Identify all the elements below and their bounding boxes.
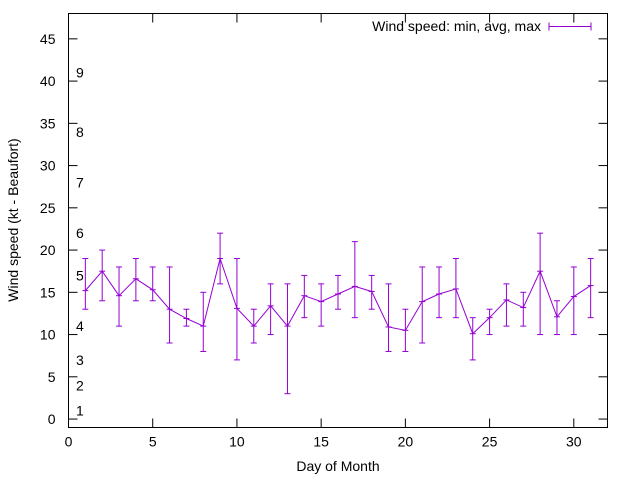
plot-frame: [68, 13, 608, 428]
y-tick-label: 10: [40, 327, 56, 343]
x-tick-label: 15: [313, 434, 329, 450]
x-axis-label: Day of Month: [296, 458, 379, 474]
y-tick-label: 15: [40, 284, 56, 300]
x-tick-label: 30: [566, 434, 582, 450]
beaufort-label: 7: [76, 174, 84, 190]
x-axis-ticks: 0 5 10 15 20 25 30: [65, 13, 582, 450]
beaufort-label: 4: [76, 318, 84, 334]
beaufort-label: 5: [76, 267, 84, 283]
legend: Wind speed: min, avg, max: [372, 18, 592, 34]
x-tick-label: 0: [65, 434, 73, 450]
x-tick-label: 25: [482, 434, 498, 450]
beaufort-label: 8: [76, 124, 84, 140]
series-line: [84, 256, 591, 335]
beaufort-label: 9: [76, 65, 84, 81]
y-tick-label: 5: [48, 369, 56, 385]
y-tick-label: 0: [48, 411, 56, 427]
beaufort-label: 2: [76, 377, 84, 393]
legend-label: Wind speed: min, avg, max: [372, 18, 541, 34]
error-bars: [82, 232, 594, 395]
y-tick-label: 20: [40, 242, 56, 258]
x-tick-label: 10: [229, 434, 245, 450]
y-tick-label: 40: [40, 73, 56, 89]
beaufort-annotations: 1 2 3 4 5 6 7 8 9: [76, 65, 84, 419]
y-tick-label: 35: [40, 115, 56, 131]
y-tick-label: 30: [40, 158, 56, 174]
y-axis-label: Wind speed (kt - Beaufort): [5, 138, 21, 301]
beaufort-label: 3: [76, 352, 84, 368]
x-tick-label: 5: [149, 434, 157, 450]
beaufort-label: 1: [76, 403, 84, 419]
beaufort-label: 6: [76, 225, 84, 241]
y-tick-label: 45: [40, 31, 56, 47]
x-tick-label: 20: [398, 434, 414, 450]
y-tick-label: 25: [40, 200, 56, 216]
